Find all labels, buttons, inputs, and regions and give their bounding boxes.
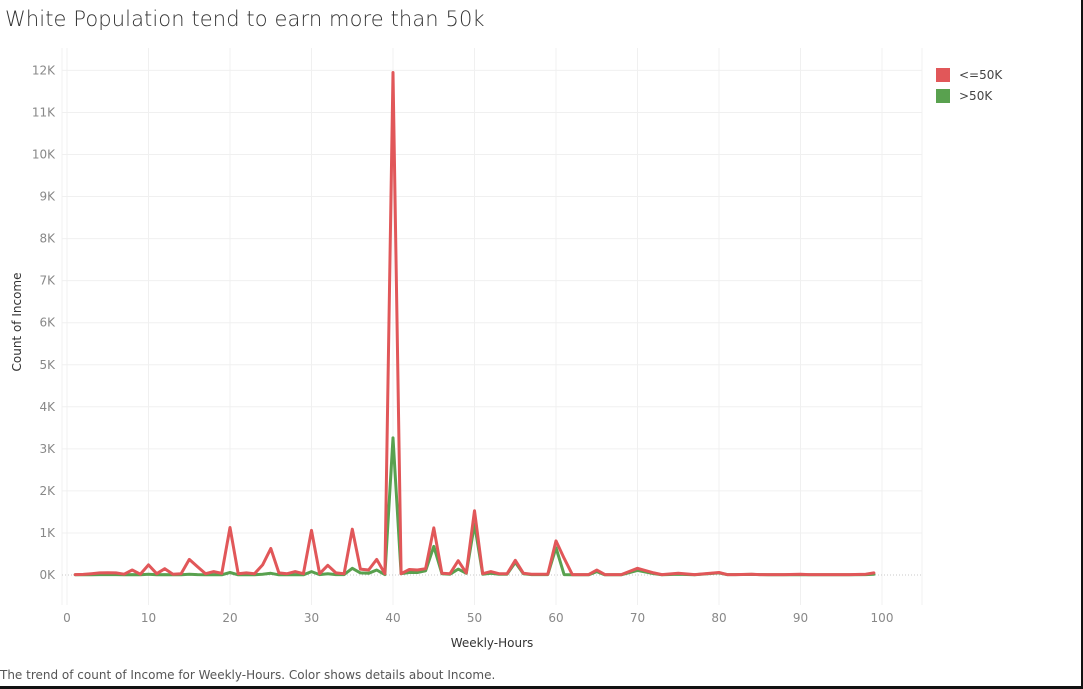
- y-axis-title: Count of Income: [10, 273, 24, 372]
- legend-item-gt50k[interactable]: >50K: [936, 85, 1002, 106]
- y-tick-label: 9K: [39, 190, 56, 204]
- chart-title: White Population tend to earn more than …: [5, 7, 485, 31]
- x-tick-label: 20: [222, 611, 237, 625]
- y-tick-label: 1K: [39, 526, 56, 540]
- y-axis-ticks: 0K 1K 2K 3K 4K 5K 6K 7K 8K 9K 10K 11K 12K: [32, 63, 56, 582]
- x-axis-title: Weekly-Hours: [451, 636, 534, 650]
- y-tick-label: 12K: [32, 63, 56, 77]
- y-tick-label: 3K: [39, 442, 56, 456]
- y-tick-label: 0K: [39, 568, 56, 582]
- legend-swatch-lte50k: [936, 67, 950, 82]
- y-tick-label: 5K: [39, 358, 56, 372]
- x-tick-label: 60: [548, 611, 563, 625]
- x-tick-label: 70: [630, 611, 645, 625]
- y-tick-label: 8K: [39, 232, 56, 246]
- x-tick-label: 100: [871, 611, 894, 625]
- x-axis-ticks: 0 10 20 30 40 50 60 70 80 90 100: [63, 611, 893, 625]
- x-tick-label: 10: [141, 611, 156, 625]
- legend: <=50K >50K: [936, 64, 1002, 106]
- x-tick-label: 80: [711, 611, 726, 625]
- x-tick-label: 30: [304, 611, 319, 625]
- y-tick-label: 11K: [32, 105, 56, 119]
- chart-caption: The trend of count of Income for Weekly-…: [0, 668, 496, 682]
- y-tick-label: 6K: [39, 316, 56, 330]
- x-tick-label: 40: [385, 611, 400, 625]
- series-line-lte50k[interactable]: [73, 71, 876, 577]
- y-tick-label: 2K: [39, 484, 56, 498]
- legend-label-gt50k: >50K: [959, 88, 993, 103]
- x-tick-label: 90: [793, 611, 808, 625]
- legend-label-lte50k: <=50K: [959, 67, 1003, 82]
- legend-swatch-gt50k: [936, 88, 950, 103]
- legend-item-lte50k[interactable]: <=50K: [936, 64, 1002, 85]
- y-tick-label: 10K: [32, 148, 56, 162]
- x-tick-label: 0: [63, 611, 71, 625]
- series-lines: [73, 71, 876, 577]
- grid: [61, 48, 923, 605]
- x-tick-label: 50: [467, 611, 482, 625]
- y-tick-label: 4K: [39, 400, 56, 414]
- y-tick-label: 7K: [39, 274, 56, 288]
